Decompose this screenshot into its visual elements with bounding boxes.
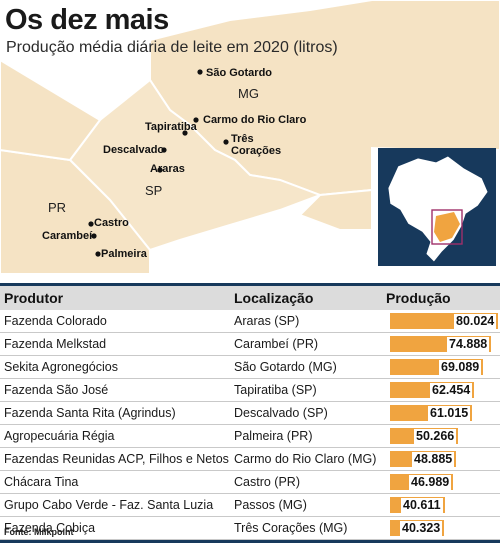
brazil-inset-map [378, 148, 496, 266]
city-dot-araras [157, 167, 163, 173]
producer-name: Sekita Agronegócios [4, 360, 118, 374]
table-row: Fazenda São José Tapiratiba (SP) 62.454 [0, 379, 500, 402]
production-value-label: 40.323 [400, 521, 443, 536]
west-state-shape [0, 58, 102, 162]
production-value-label: 40.611 [401, 498, 443, 513]
table-header: Produtor Localização Produção [0, 283, 500, 310]
city-dot-sao-gotardo [197, 69, 203, 75]
producer-location: Passos (MG) [234, 498, 307, 512]
table-row: Agropecuária Régia Palmeira (PR) 50.266 [0, 425, 500, 448]
producer-location: Palmeira (PR) [234, 429, 313, 443]
producer-location: Castro (PR) [234, 475, 300, 489]
city-dot-tapiratiba [182, 130, 188, 136]
source-note: Fonte: Milkpoint [4, 527, 74, 537]
city-dot-carambei [91, 233, 97, 239]
highlight-region-shape [434, 212, 460, 242]
table-row: Fazenda Melkstad Carambeí (PR) 74.888 [0, 333, 500, 356]
header-localizacao: Localização [234, 290, 314, 306]
production-value-label: 50.266 [414, 429, 457, 444]
table-row: Fazenda Colorado Araras (SP) 80.024 [0, 310, 500, 333]
production-value-label: 46.989 [409, 475, 452, 490]
city-dot-palmeira [95, 251, 101, 257]
page-title: Os dez mais [5, 4, 169, 36]
table-body: Fazenda Colorado Araras (SP) 80.024 Fazenda… [0, 310, 500, 540]
city-label-palmeira: Palmeira [101, 248, 147, 260]
table-row: Chácara Tina Castro (PR) 46.989 [0, 471, 500, 494]
region-label-sp: SP [145, 183, 163, 198]
city-label-tapiratiba: Tapiratiba [145, 121, 197, 133]
producer-location: Araras (SP) [234, 314, 300, 328]
production-value-label: 69.089 [439, 360, 482, 375]
page-subtitle: Produção média diária de leite em 2020 (… [6, 39, 338, 56]
brazil-outline [387, 155, 489, 263]
city-label-castro: Castro [94, 217, 129, 229]
producer-name: Chácara Tina [4, 475, 79, 489]
producer-location: Descalvado (SP) [234, 406, 328, 420]
city-dot-castro [88, 221, 94, 227]
production-value-label: 48.885 [412, 452, 455, 467]
producer-location: São Gotardo (MG) [234, 360, 337, 374]
header-produtor: Produtor [4, 290, 64, 306]
producer-name: Fazenda Santa Rita (Agrindus) [4, 406, 176, 420]
production-value-label: 61.015 [428, 406, 471, 421]
producer-location: Carmo do Rio Claro (MG) [234, 452, 377, 466]
producer-name: Fazenda Melkstad [4, 337, 107, 351]
city-label-sao-gotardo: São Gotardo [206, 67, 273, 79]
rj-state-shape [298, 188, 373, 231]
table-row: Fazenda Cobiça Três Corações (MG) 40.323 [0, 517, 500, 540]
city-label-tres-coracoes-1: Três [231, 133, 254, 145]
highlight-box [431, 209, 463, 245]
map-area: Os dez mais Produção média diária de lei… [0, 0, 500, 274]
production-value-label: 74.888 [447, 337, 490, 352]
producer-name: Fazenda São José [4, 383, 109, 397]
production-value-label: 80.024 [454, 314, 497, 329]
region-map [0, 0, 500, 274]
producer-location: Carambeí (PR) [234, 337, 319, 351]
city-label-carmo-do-rio-claro: Carmo do Rio Claro [203, 114, 307, 126]
region-label-mg: MG [238, 86, 259, 101]
city-label-descalvado: Descalvado [103, 144, 165, 156]
producer-location: Tapiratiba (SP) [234, 383, 317, 397]
city-label-araras: Araras [150, 163, 185, 175]
production-table: Produtor Localização Produção Fazenda Co… [0, 283, 500, 540]
city-dot-carmo-do-rio-claro [193, 117, 199, 123]
region-label-pr: PR [48, 200, 67, 215]
table-row: Grupo Cabo Verde - Faz. Santa Luzia Passo… [0, 494, 500, 517]
city-label-carambei: Carambeí [42, 230, 93, 242]
table-row: Fazenda Santa Rita (Agrindus) Descalvado … [0, 402, 500, 425]
table-row: Fazendas Reunidas ACP, Filhos e Netos Car… [0, 448, 500, 471]
bottom-rule [0, 540, 500, 543]
producer-name: Fazendas Reunidas ACP, Filhos e Netos [4, 452, 229, 466]
pr-state-shape [0, 148, 151, 274]
producer-location: Três Corações (MG) [234, 521, 348, 535]
city-dot-tres-coracoes [223, 139, 229, 145]
city-label-tres-coracoes-2: Corações [231, 145, 282, 157]
city-dot-descalvado [161, 147, 167, 153]
producer-name: Grupo Cabo Verde - Faz. Santa Luzia [4, 498, 214, 512]
production-value-label: 62.454 [430, 383, 473, 398]
producer-name: Fazenda Cobiça [4, 521, 96, 535]
table-row: Sekita Agronegócios São Gotardo (MG) 69.08… [0, 356, 500, 379]
header-producao: Produção [386, 290, 451, 306]
producer-name: Agropecuária Régia [4, 429, 115, 443]
producer-name: Fazenda Colorado [4, 314, 107, 328]
brazil-land-shape [387, 155, 489, 263]
